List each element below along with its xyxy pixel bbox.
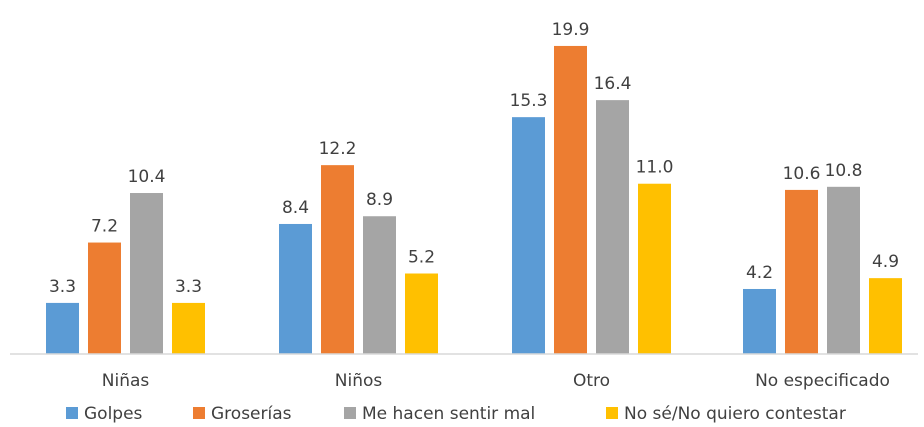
bar-ninos-golpes <box>279 223 312 354</box>
bar-ninas-golpes <box>46 302 79 354</box>
bar-otro-no-se-no-quiero-contestar <box>638 183 671 354</box>
data-label-otro-golpes: 15.3 <box>510 91 548 111</box>
data-label-ninas-golpes: 3.3 <box>49 277 76 297</box>
legend-label-groserias: Groserías <box>211 404 292 424</box>
bar-no-especificado-groserias <box>785 189 818 354</box>
legend-swatch-no-se-no-quiero-contestar <box>606 407 618 419</box>
data-label-no-especificado-groserias: 10.6 <box>783 164 821 184</box>
category-label-otro: Otro <box>573 371 610 391</box>
data-label-otro-groserias: 19.9 <box>552 20 590 40</box>
data-label-otro-me-hacen-sentir-mal: 16.4 <box>594 74 632 94</box>
data-label-ninos-groserias: 12.2 <box>319 139 357 159</box>
data-label-ninas-me-hacen-sentir-mal: 10.4 <box>128 167 166 187</box>
data-label-ninos-golpes: 8.4 <box>282 198 309 218</box>
legend-swatch-me-hacen-sentir-mal <box>344 407 356 419</box>
bar-no-especificado-me-hacen-sentir-mal <box>827 186 860 354</box>
data-label-ninas-groserias: 7.2 <box>91 217 118 237</box>
data-label-otro-no-se-no-quiero-contestar: 11.0 <box>636 158 674 178</box>
data-label-ninos-no-se-no-quiero-contestar: 5.2 <box>408 248 435 268</box>
value-labels-layer: 3.3 7.2 10.4 3.3 8.4 12.2 8.9 5.2 15.3 19.9 16.4 11… <box>49 20 899 297</box>
bar-otro-me-hacen-sentir-mal <box>596 100 629 355</box>
legend-label-me-hacen-sentir-mal: Me hacen sentir mal <box>362 404 535 424</box>
legend-swatch-groserias <box>193 407 205 419</box>
legend: Golpes Groserías Me hacen sentir mal No sé/… <box>66 404 846 424</box>
legend-label-golpes: Golpes <box>84 404 143 424</box>
category-label-ninas: Niñas <box>102 371 150 391</box>
bar-otro-groserias <box>554 45 587 355</box>
data-label-no-especificado-no-se-no-quiero-contestar: 4.9 <box>872 252 899 272</box>
data-label-ninos-me-hacen-sentir-mal: 8.9 <box>366 190 393 210</box>
bar-ninos-groserias <box>321 165 354 354</box>
bar-no-especificado-no-se-no-quiero-contestar <box>869 278 902 354</box>
bar-otro-golpes <box>512 117 545 354</box>
legend-swatch-golpes <box>66 407 78 419</box>
category-labels-layer: Niñas Niños Otro No especificado <box>102 371 890 391</box>
bar-ninos-no-se-no-quiero-contestar <box>405 273 438 354</box>
bar-ninas-no-se-no-quiero-contestar <box>172 302 205 354</box>
category-label-ninos: Niños <box>335 371 383 391</box>
bar-ninas-groserias <box>88 242 121 354</box>
bars-layer <box>46 45 902 355</box>
category-label-no-especificado: No especificado <box>755 371 890 391</box>
bar-ninas-me-hacen-sentir-mal <box>130 193 163 354</box>
data-label-no-especificado-golpes: 4.2 <box>746 263 773 283</box>
bar-no-especificado-golpes <box>743 288 776 354</box>
data-label-no-especificado-me-hacen-sentir-mal: 10.8 <box>825 161 863 181</box>
bar-ninos-me-hacen-sentir-mal <box>363 216 396 354</box>
legend-label-no-se-no-quiero-contestar: No sé/No quiero contestar <box>624 404 846 424</box>
data-label-ninas-no-se-no-quiero-contestar: 3.3 <box>175 277 202 297</box>
